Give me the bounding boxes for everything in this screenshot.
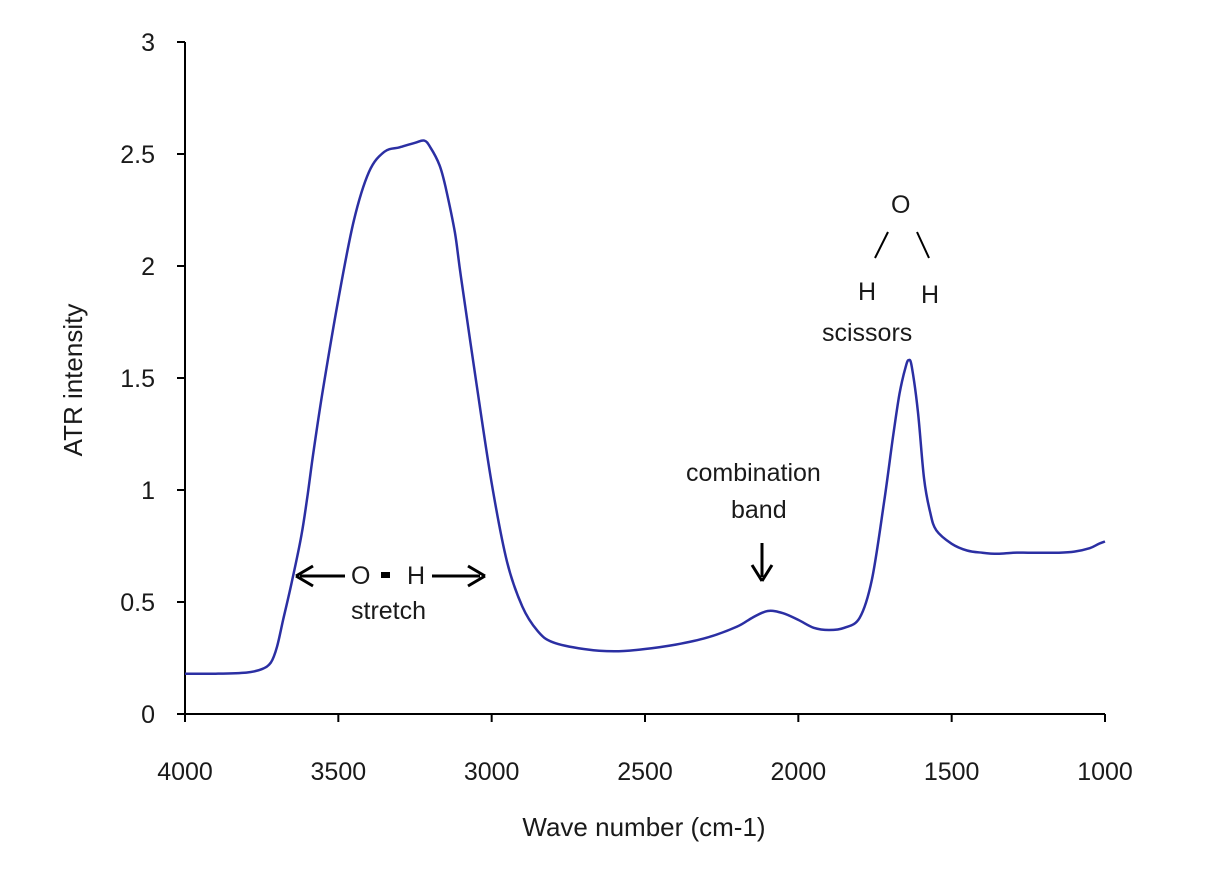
x-ticks: 4000 3500 3000 2500 2000 1500 1000 (157, 714, 1133, 786)
water-bond-right (916, 231, 930, 259)
annotation-oh-right: H (407, 562, 425, 590)
annotation-scissors: scissors (822, 319, 912, 347)
left-arrow-head-icon (295, 564, 314, 588)
y-axis-title: ATR intensity (58, 304, 88, 457)
annotation-oh-stretch: O H stretch (295, 562, 486, 625)
x-axis-title: Wave number (cm-1) (522, 812, 765, 842)
x-tick-label: 1000 (1077, 758, 1133, 786)
annotation-oh-stretch: stretch (351, 597, 426, 625)
annotation-combination-line1: combination (686, 459, 821, 487)
x-tick-label: 1500 (924, 758, 980, 786)
x-tick-label: 2000 (771, 758, 827, 786)
y-tick-label: 0.5 (120, 589, 155, 617)
bond-dash (381, 572, 390, 578)
annotation-oh-left: O (351, 562, 370, 590)
annotation-water-h-left: H (858, 278, 876, 306)
y-tick-label: 2 (141, 253, 155, 281)
annotation-combination-line2: band (731, 496, 787, 524)
y-tick-label: 2.5 (120, 141, 155, 169)
x-tick-label: 3000 (464, 758, 520, 786)
annotation-water-h-right: H (921, 281, 939, 309)
down-arrow-head-icon (750, 564, 774, 582)
x-tick-label: 2500 (617, 758, 673, 786)
plot-area: 0 0.5 1 1.5 2 2.5 3 4000 3500 3000 2500 2000 1500 10… (120, 29, 1133, 786)
annotation-water-o: O (891, 191, 910, 219)
x-tick-label: 3500 (311, 758, 367, 786)
y-tick-label: 1.5 (120, 365, 155, 393)
y-ticks: 0 0.5 1 1.5 2 2.5 3 (120, 29, 185, 729)
y-tick-label: 3 (141, 29, 155, 57)
water-bond-left (874, 231, 889, 259)
right-arrow-head-icon (467, 564, 486, 588)
y-tick-label: 1 (141, 477, 155, 505)
y-tick-label: 0 (141, 701, 155, 729)
annotation-combination-band: combination band (686, 459, 821, 582)
x-tick-label: 4000 (157, 758, 213, 786)
annotation-water-scissors: O H H scissors (822, 191, 939, 347)
series-line-atr (184, 139, 1106, 676)
